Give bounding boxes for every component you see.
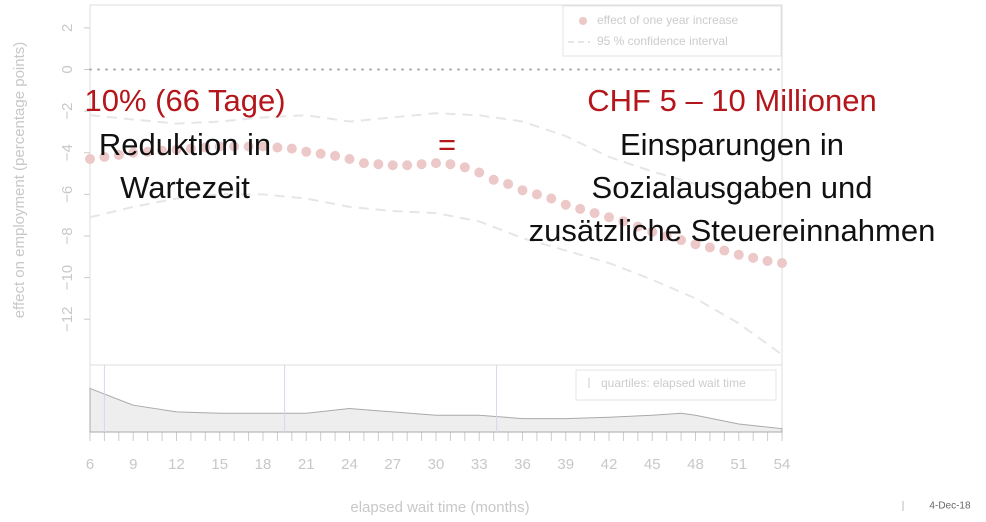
annotation: zusätzliche Steuereinnahmen xyxy=(529,213,936,248)
effect-point xyxy=(142,146,153,157)
annotation: Sozialausgaben und xyxy=(592,170,873,205)
effect-point xyxy=(690,239,701,250)
x-tick-label: 24 xyxy=(341,456,358,473)
effect-point xyxy=(243,141,254,152)
effect-point xyxy=(387,160,398,171)
legend-box xyxy=(562,5,782,57)
y-tick-label: −4 xyxy=(59,144,76,161)
effect-point xyxy=(301,146,312,157)
effect-point xyxy=(604,212,614,223)
effect-point xyxy=(85,153,95,164)
ci-line xyxy=(89,112,783,196)
effect-point xyxy=(402,160,413,171)
x-tick-label: 9 xyxy=(129,456,137,473)
x-tick-label: 15 xyxy=(211,456,228,473)
effect-point xyxy=(560,199,571,210)
footer-date: 4-Dec-18 xyxy=(929,501,971,512)
x-tick-label: 6 xyxy=(86,456,94,473)
y-tick-label: −2 xyxy=(59,103,76,120)
x-tick-label: 36 xyxy=(514,456,531,473)
effect-point xyxy=(373,159,384,170)
y-axis-label: effect on employment (percentage points) xyxy=(11,42,28,319)
effect-point xyxy=(676,235,687,246)
effect-point xyxy=(315,148,326,159)
effect-point xyxy=(171,144,182,155)
x-tick-label: 12 xyxy=(168,456,185,473)
legend-box xyxy=(575,369,777,401)
x-tick-label: 54 xyxy=(774,456,791,473)
effect-point xyxy=(632,221,643,232)
y-tick-label: 2 xyxy=(59,24,76,32)
annotation: Wartezeit xyxy=(120,170,250,205)
density-area xyxy=(89,387,783,433)
effect-point xyxy=(113,149,124,160)
effect-point xyxy=(618,216,629,227)
annotation: Einsparungen in xyxy=(620,127,844,162)
effect-point xyxy=(517,185,528,196)
x-tick-label: 51 xyxy=(730,456,747,473)
effect-point xyxy=(503,178,514,189)
effect-point xyxy=(99,151,110,162)
effect-point xyxy=(661,230,672,241)
legend-label: quartiles: elapsed wait time xyxy=(601,376,746,390)
annotation: = xyxy=(438,127,456,162)
effect-point xyxy=(647,226,658,237)
effect-point xyxy=(416,159,427,170)
y-tick-label: −6 xyxy=(59,186,76,203)
x-tick-label: 30 xyxy=(428,456,445,473)
effect-point xyxy=(546,193,557,204)
y-tick-label: 0 xyxy=(59,65,76,73)
effect-point xyxy=(704,242,715,253)
ci-line xyxy=(89,193,783,356)
annotation: CHF 5 – 10 Millionen xyxy=(587,83,876,118)
x-tick-label: 48 xyxy=(687,456,704,473)
effect-point xyxy=(286,143,297,154)
effect-point xyxy=(531,189,542,200)
effect-point xyxy=(762,255,773,266)
x-tick-label: 18 xyxy=(255,456,272,473)
y-tick-label: −12 xyxy=(59,306,76,331)
effect-point xyxy=(258,141,268,152)
y-tick-label: −8 xyxy=(59,227,76,244)
effect-point xyxy=(777,258,787,269)
effect-point xyxy=(157,145,168,156)
effect-point xyxy=(344,153,355,164)
effect-point xyxy=(445,159,456,170)
effect-point xyxy=(358,158,369,169)
effect-point xyxy=(229,141,240,152)
effect-point xyxy=(733,249,744,260)
effect-point xyxy=(589,208,600,219)
effect-point xyxy=(330,150,341,161)
y-tick-label: −10 xyxy=(59,265,76,290)
x-axis-label: elapsed wait time (months) xyxy=(350,499,529,516)
effect-point xyxy=(459,162,470,173)
effect-point xyxy=(128,147,139,158)
effect-point xyxy=(719,245,730,256)
annotation: 10% (66 Tage) xyxy=(84,83,285,118)
x-tick-label: 33 xyxy=(471,456,488,473)
effect-point xyxy=(272,142,283,153)
x-tick-label: 39 xyxy=(557,456,574,473)
effect-point xyxy=(748,252,759,263)
effect-point xyxy=(431,158,441,169)
effect-point xyxy=(214,141,225,152)
x-tick-label: 42 xyxy=(601,456,618,473)
annotation: Reduktion in xyxy=(99,127,271,162)
x-tick-label: 21 xyxy=(298,456,315,473)
x-tick-label: 45 xyxy=(644,456,661,473)
legend-swatch xyxy=(579,17,587,25)
x-tick-label: 27 xyxy=(384,456,401,473)
legend-label: 95 % confidence interval xyxy=(597,34,728,48)
effect-point xyxy=(575,203,586,214)
legend-label: effect of one year increase xyxy=(597,13,739,27)
effect-point xyxy=(185,143,196,154)
effect-point xyxy=(474,167,485,178)
effect-point xyxy=(488,174,499,185)
effect-point xyxy=(200,142,211,153)
